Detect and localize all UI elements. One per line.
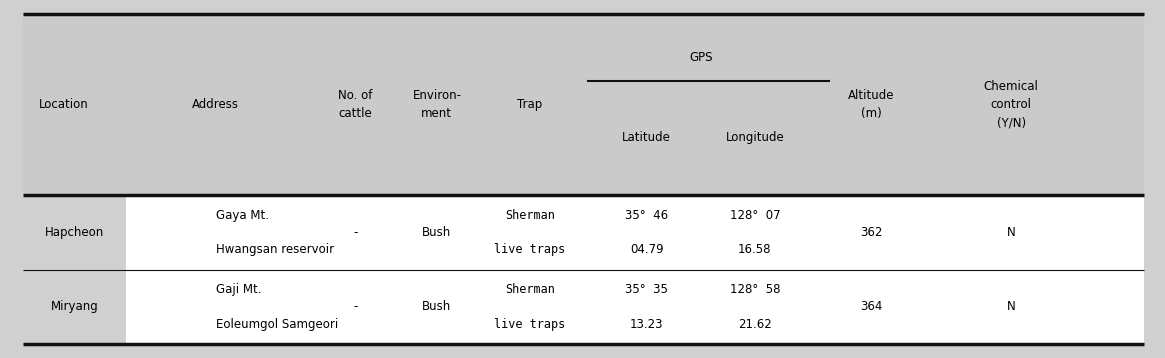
Text: Miryang: Miryang	[51, 300, 98, 314]
Text: GPS: GPS	[690, 51, 713, 64]
Text: Hapcheon: Hapcheon	[45, 226, 104, 239]
Bar	[23, 195, 126, 270]
Text: No. of
cattle: No. of cattle	[338, 89, 373, 120]
Text: 362: 362	[860, 226, 883, 239]
Text: Trap: Trap	[517, 98, 543, 111]
Text: Environ-
ment: Environ- ment	[412, 89, 461, 120]
Text: Gaji Mt.: Gaji Mt.	[216, 283, 261, 296]
Text: Location: Location	[40, 98, 89, 111]
Text: Altitude
(m): Altitude (m)	[848, 89, 895, 120]
Text: 35°  35: 35° 35	[626, 283, 668, 296]
Bar	[23, 270, 126, 344]
Text: N: N	[1007, 300, 1016, 314]
Text: 21.62: 21.62	[739, 318, 771, 331]
Text: -: -	[353, 226, 358, 239]
Text: Longitude: Longitude	[726, 131, 784, 144]
Text: live traps: live traps	[494, 318, 566, 331]
Text: 128°  58: 128° 58	[729, 283, 781, 296]
Text: live traps: live traps	[494, 243, 566, 256]
Text: Address: Address	[192, 98, 239, 111]
Text: Bush: Bush	[422, 300, 452, 314]
Bar	[23, 14, 1144, 195]
Text: 13.23: 13.23	[630, 318, 663, 331]
Text: 128°  07: 128° 07	[729, 209, 781, 222]
Text: Gaya Mt.: Gaya Mt.	[216, 209, 268, 222]
Text: 35°  46: 35° 46	[624, 209, 669, 222]
Text: -: -	[353, 300, 358, 314]
Text: 04.79: 04.79	[630, 243, 663, 256]
Text: N: N	[1007, 226, 1016, 239]
Text: Sherman: Sherman	[506, 283, 555, 296]
Bar	[23, 270, 1144, 344]
Text: Sherman: Sherman	[506, 209, 555, 222]
Bar	[23, 195, 1144, 270]
Text: 16.58: 16.58	[739, 243, 771, 256]
Text: Eoleumgol Samgeori: Eoleumgol Samgeori	[216, 318, 338, 331]
Text: Bush: Bush	[422, 226, 452, 239]
Text: Hwangsan reservoir: Hwangsan reservoir	[216, 243, 333, 256]
Text: Latitude: Latitude	[622, 131, 671, 144]
Text: 364: 364	[860, 300, 883, 314]
Text: Chemical
control
(Y/N): Chemical control (Y/N)	[983, 80, 1039, 129]
